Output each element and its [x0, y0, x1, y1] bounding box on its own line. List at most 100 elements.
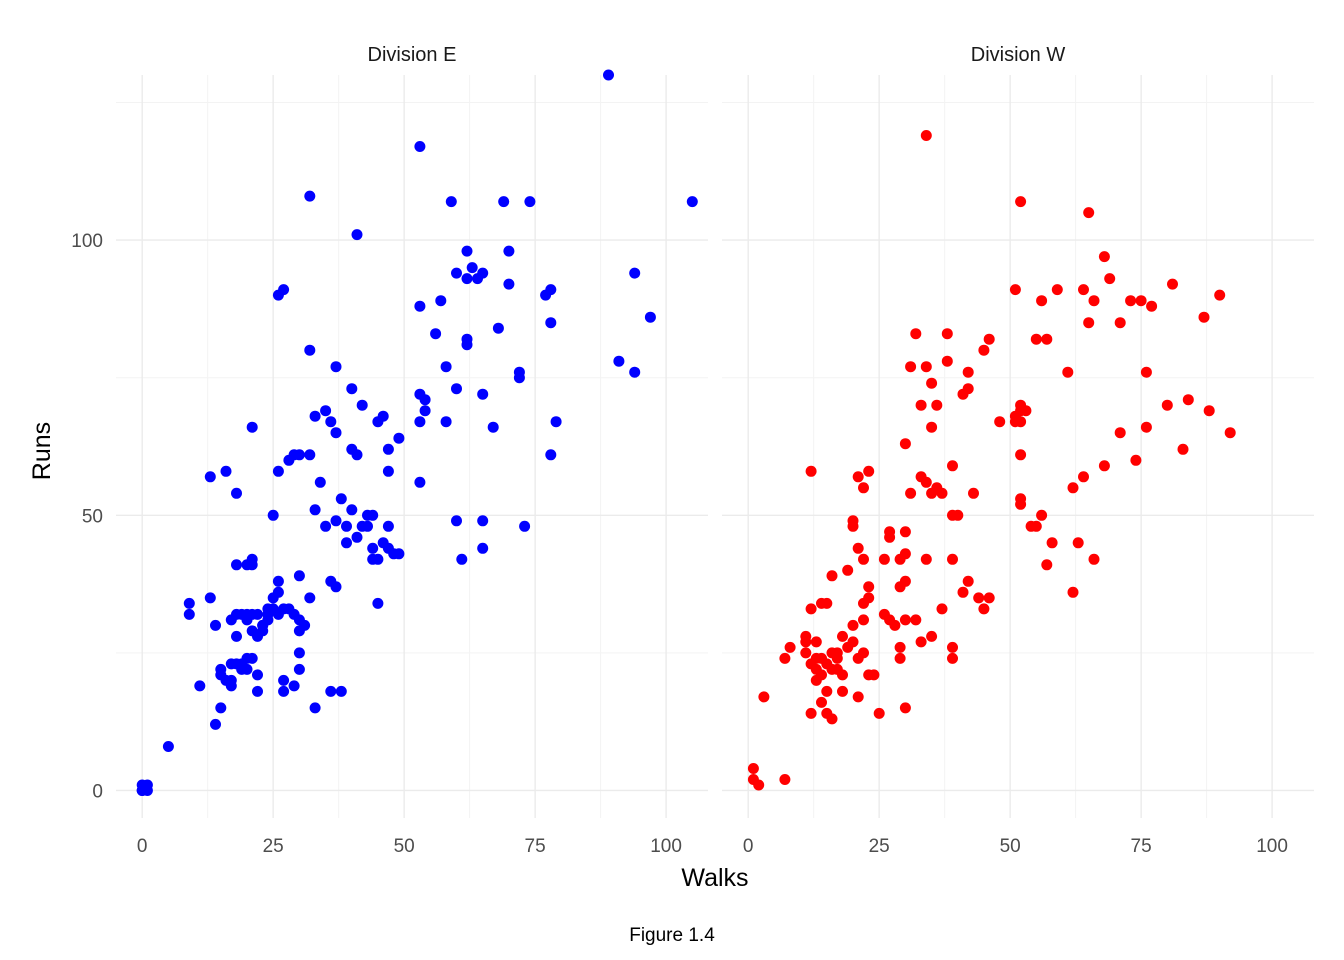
data-point [545, 449, 557, 461]
data-point [947, 460, 958, 472]
data-point [231, 487, 242, 499]
data-point [910, 328, 922, 340]
data-point [847, 520, 859, 532]
x-axis-title: Walks [681, 864, 748, 892]
data-point [947, 652, 958, 664]
x-tick-label: 50 [1000, 836, 1021, 857]
data-point [451, 383, 462, 395]
data-point [910, 614, 922, 626]
data-point [800, 636, 812, 648]
data-point [210, 619, 221, 631]
data-point [513, 372, 525, 384]
data-point [461, 273, 473, 285]
data-point [968, 487, 979, 499]
data-point [936, 603, 948, 615]
data-point [905, 361, 917, 373]
data-point [550, 416, 562, 428]
data-point [272, 575, 284, 587]
x-tick-label: 100 [650, 836, 682, 857]
data-point [440, 361, 452, 373]
data-point [805, 603, 817, 615]
data-point [920, 476, 932, 488]
data-point [241, 663, 253, 675]
data-point [362, 520, 373, 532]
data-point [952, 509, 964, 521]
data-point [278, 284, 290, 296]
data-point [920, 130, 932, 141]
data-point [435, 295, 447, 307]
data-point [293, 663, 305, 675]
data-point [1098, 251, 1110, 263]
data-point [320, 405, 332, 417]
data-point [983, 592, 995, 604]
data-point [957, 586, 969, 598]
data-point [1030, 520, 1042, 532]
data-point [686, 196, 698, 208]
data-point [889, 619, 901, 631]
figure-caption: Figure 1.4 [629, 925, 715, 946]
data-point [309, 410, 321, 422]
data-point [947, 553, 958, 565]
data-point [847, 619, 859, 631]
data-point [272, 465, 284, 477]
data-point [330, 427, 342, 439]
data-point [915, 636, 927, 648]
data-point [826, 570, 838, 582]
x-tick-label: 75 [525, 836, 546, 857]
points-division-w [747, 130, 1236, 791]
data-point [1009, 284, 1021, 296]
data-point [1041, 333, 1053, 345]
data-point [1015, 416, 1027, 428]
data-point [842, 564, 854, 576]
data-point [220, 465, 232, 477]
data-point [847, 636, 859, 648]
data-point [519, 520, 531, 532]
panel-title-division-w: Division W [971, 44, 1066, 66]
data-point [779, 652, 791, 664]
data-point [899, 526, 911, 538]
data-point [231, 559, 242, 571]
data-point [858, 553, 869, 565]
data-point [461, 245, 473, 257]
y-axis-title: Runs [28, 422, 56, 480]
data-point [899, 614, 911, 626]
data-point [920, 361, 932, 373]
data-point [524, 196, 536, 208]
data-point [335, 493, 347, 505]
y-tick-label: 50 [82, 506, 103, 527]
data-point [246, 421, 258, 433]
x-tick-label: 75 [1131, 836, 1152, 857]
data-point [852, 691, 864, 703]
data-point [414, 476, 426, 488]
data-point [899, 438, 911, 450]
data-point [545, 317, 557, 329]
data-point [894, 652, 906, 664]
data-point [288, 680, 300, 692]
data-point [1041, 559, 1053, 571]
gridlines-division-e [116, 75, 708, 818]
data-point [246, 559, 258, 571]
data-point [430, 328, 442, 340]
data-point [377, 410, 389, 422]
data-point [962, 383, 974, 395]
data-point [868, 669, 880, 681]
data-point [1036, 509, 1048, 521]
data-point [278, 674, 290, 686]
data-point [414, 141, 426, 152]
data-point [477, 542, 489, 554]
data-point [304, 592, 316, 604]
y-tick-labels: 0 50 100 [71, 231, 103, 802]
data-point [325, 416, 337, 428]
data-point [382, 443, 394, 455]
data-point [1078, 284, 1089, 296]
data-point [487, 421, 499, 433]
data-point [393, 432, 405, 444]
data-point [878, 553, 890, 565]
data-point [346, 504, 358, 516]
data-point [351, 531, 363, 543]
y-tick-label: 0 [92, 781, 103, 802]
data-point [231, 630, 242, 642]
data-point [445, 196, 457, 208]
data-point [920, 553, 932, 565]
